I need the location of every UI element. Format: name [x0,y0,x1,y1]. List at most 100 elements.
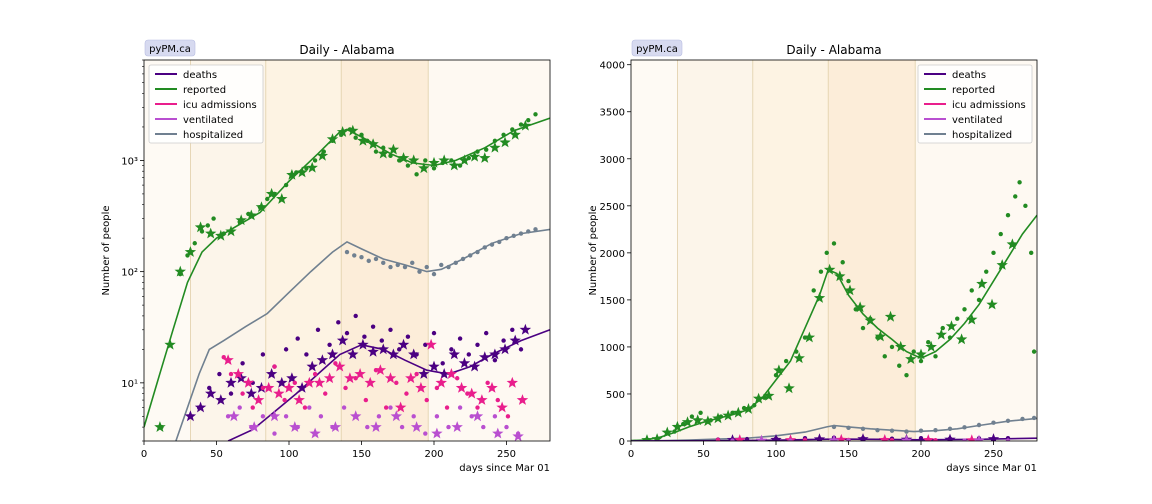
data-point [240,391,245,396]
data-point [495,397,500,403]
model-line [175,228,550,441]
data-point [824,250,829,256]
weekly-star [367,345,379,357]
data-point [889,437,895,441]
y-tick-label: 10³ [121,156,138,167]
weekly-star [350,410,362,422]
series-reported [144,112,550,432]
data-point [1031,415,1037,421]
y-tick-label: 2500 [600,202,625,213]
weekly-star [874,330,887,342]
data-point [511,233,516,239]
weekly-star [354,368,366,379]
data-point [260,414,266,419]
data-point [370,324,376,329]
weekly-star [154,421,166,432]
weekly-star [445,368,458,379]
data-point [381,260,386,266]
weekly-star [364,376,376,388]
weekly-star [205,387,217,399]
model-line [631,214,1037,441]
period-band [631,60,678,441]
data-point [976,422,982,428]
weekly-star [692,414,704,426]
weekly-star [329,421,342,432]
legend-label: hospitalized [952,130,1012,141]
weekly-star [844,284,856,296]
weekly-star [303,376,315,388]
chart-panel-2: 0 50 100 150 200 2500500100015002000250030003… [588,39,1038,474]
data-point [715,437,721,441]
weekly-star [499,136,511,148]
weekly-star [987,433,1000,441]
legend-label: deaths [183,70,217,81]
weekly-star [293,394,305,405]
data-point [272,431,277,436]
weekly-star [506,376,518,388]
weekly-star [519,323,532,335]
data-point [466,352,471,357]
weekly-star [773,364,785,376]
weekly-star [512,430,524,441]
data-point [205,223,210,228]
weekly-star [438,368,450,379]
data-point [365,424,370,430]
x-tick-label: 150 [839,449,858,460]
weekly-star [438,154,450,166]
legend-label: ventilated [952,115,1002,126]
data-point [353,313,358,319]
data-point [1017,180,1022,185]
weekly-star [476,394,488,405]
weekly-star [915,348,927,360]
data-point [431,330,437,336]
data-point [1005,213,1011,218]
weekly-star [164,338,176,350]
weekly-star [671,420,684,432]
data-point [327,342,332,347]
x-tick-label: 50 [210,449,223,460]
data-point [752,403,757,408]
weekly-star [857,433,869,441]
weekly-star [415,381,427,393]
data-point [353,135,358,140]
weekly-star [384,372,397,384]
weekly-star [410,421,423,432]
weekly-star [793,352,805,364]
data-point [388,327,393,332]
chart-title: Daily - Alabama [299,43,394,57]
data-point [373,149,379,154]
data-point [485,380,490,386]
y-tick-label: 1000 [600,343,625,354]
data-point [911,349,916,354]
data-point [388,153,393,159]
data-point [510,127,515,132]
period-band [828,60,916,441]
data-point [453,260,458,266]
data-point [526,118,531,123]
data-point [383,405,389,410]
legend-box [917,64,1033,144]
weekly-star [225,225,237,237]
data-point [846,425,851,431]
data-point [379,338,384,343]
y-axis-label: Number of people [588,205,599,295]
series-hospitalized [175,227,550,441]
data-point [889,428,895,433]
data-point [295,336,300,341]
data-point [783,358,789,364]
weekly-star [451,421,463,432]
weekly-star [973,434,985,441]
data-point [250,405,255,410]
data-point [689,414,695,419]
weekly-star [336,126,349,137]
data-point [904,429,909,434]
weekly-star [397,338,410,350]
weekly-star [296,166,308,178]
data-point [228,371,234,377]
plot-frame [143,59,551,442]
weekly-star [455,381,468,393]
weekly-star [194,221,207,233]
data-point [505,414,511,419]
data-point [962,425,967,430]
weekly-star [479,152,491,163]
